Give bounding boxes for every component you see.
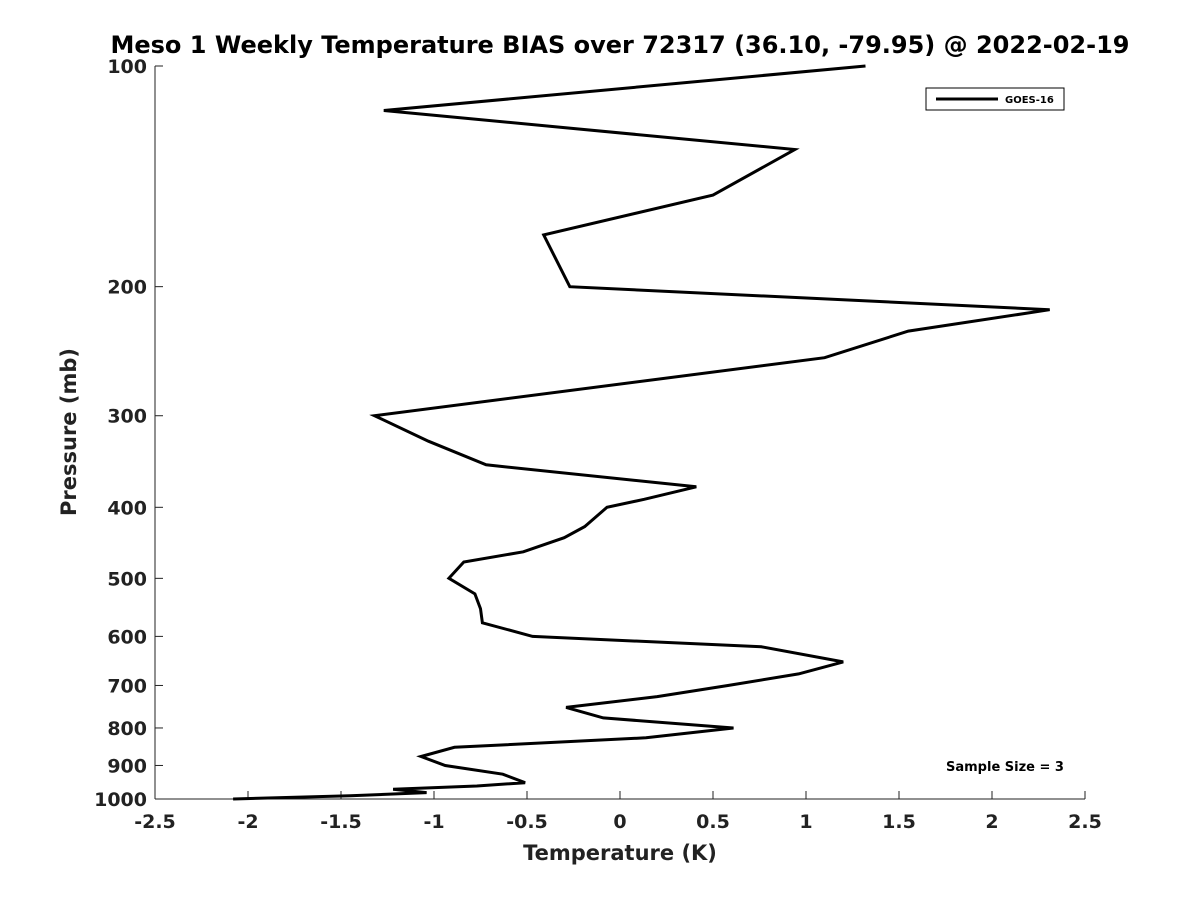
y-tick-label-900: 900 bbox=[107, 755, 147, 777]
y-tick-label-400: 400 bbox=[107, 497, 147, 519]
x-tick-label-1: 1 bbox=[799, 811, 812, 833]
x-tick-label--0.5: -0.5 bbox=[506, 811, 548, 833]
series-layer bbox=[233, 64, 1050, 801]
y-axis: 100 200 300 400 500 600 700 800 900 1000 bbox=[94, 56, 163, 811]
y-tick-label-1000: 1000 bbox=[94, 789, 147, 811]
series-line-goes-16 bbox=[233, 64, 1050, 801]
chart-title: Meso 1 Weekly Temperature BIAS over 7231… bbox=[110, 31, 1129, 59]
x-tick-label-0.5: 0.5 bbox=[696, 811, 730, 833]
y-tick-label-300: 300 bbox=[107, 406, 147, 428]
x-tick-label--2.5: -2.5 bbox=[134, 811, 176, 833]
x-tick-label-0: 0 bbox=[613, 811, 626, 833]
y-axis-label: Pressure (mb) bbox=[57, 348, 81, 516]
x-tick-label--1.5: -1.5 bbox=[320, 811, 362, 833]
x-tick-label--2: -2 bbox=[237, 811, 258, 833]
plot-area bbox=[155, 66, 1085, 799]
y-tick-label-200: 200 bbox=[107, 277, 147, 299]
x-tick-label-1.5: 1.5 bbox=[882, 811, 916, 833]
legend: GOES-16 bbox=[925, 87, 1065, 111]
x-tick-label--1: -1 bbox=[423, 811, 444, 833]
x-tick-label-2.5: 2.5 bbox=[1068, 811, 1102, 833]
y-tick-label-800: 800 bbox=[107, 718, 147, 740]
x-axis-label: Temperature (K) bbox=[523, 841, 717, 865]
x-tick-label-2: 2 bbox=[985, 811, 998, 833]
y-tick-label-600: 600 bbox=[107, 626, 147, 648]
y-tick-label-500: 500 bbox=[107, 568, 147, 590]
y-tick-label-700: 700 bbox=[107, 675, 147, 697]
sample-size-annotation: Sample Size = 3 bbox=[946, 760, 1064, 775]
legend-label-goes-16: GOES-16 bbox=[1005, 95, 1054, 106]
y-tick-label-100: 100 bbox=[107, 56, 147, 78]
x-axis: -2.5 -2 -1.5 -1 -0.5 0 0.5 1 1.5 2 2.5 bbox=[134, 791, 1102, 833]
